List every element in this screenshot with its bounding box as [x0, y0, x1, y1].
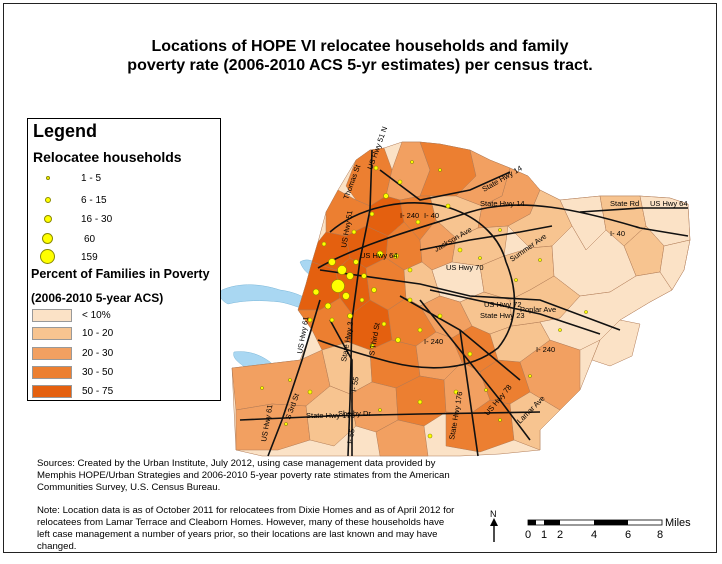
north-label: N [490, 509, 497, 519]
road-us78 [419, 299, 531, 441]
legend-household-label: 159 [81, 252, 98, 263]
note-text: Note: Location data is as of October 201… [37, 505, 455, 552]
road-i240-loop [317, 261, 516, 369]
scale-tick-label: 6 [625, 529, 632, 541]
map-frame [3, 3, 717, 553]
road-hwy175 [239, 411, 541, 421]
road-label: I- 240 [536, 345, 555, 354]
road-stagerd [579, 207, 688, 213]
road-network [239, 149, 689, 457]
road-label: US Hwy 70 [446, 263, 484, 272]
household-dot-icon [40, 249, 55, 264]
road-label: State Hwy 23 [480, 311, 525, 320]
tract-east-6 [659, 239, 691, 291]
household-dot-icon [44, 215, 52, 223]
household-dot-icon [45, 197, 51, 203]
road-us61 [267, 299, 321, 457]
scale-tick-label: 1 [541, 529, 548, 541]
poverty-swatch [32, 327, 72, 340]
legend-household-row: 1 - 5 [28, 171, 218, 187]
legend-households-title: Relocatee households [33, 149, 182, 165]
road-us64 [319, 269, 621, 331]
scale-unit-label: Miles [665, 517, 691, 529]
road-label: I- 240 [400, 211, 419, 220]
household-dots [260, 160, 588, 439]
scale-tick-label: 4 [591, 529, 598, 541]
legend-poverty-row: 10 - 20 [32, 327, 217, 342]
road-i240-north [329, 202, 507, 263]
legend-poverty-label: 10 - 20 [82, 328, 114, 339]
sources-text: Sources: Created by the Urban Institute,… [37, 458, 450, 493]
tract-east-11 [591, 319, 641, 367]
scale-tick-label: 2 [557, 529, 564, 541]
scale-tick-label: 0 [525, 529, 532, 541]
poverty-swatch [32, 347, 72, 360]
road-label: State Rd [610, 199, 639, 208]
legend-poverty-subtitle: (2006-2010 5-year ACS) [31, 291, 164, 305]
road-us51 [347, 149, 373, 457]
legend-poverty-row: 20 - 30 [32, 347, 217, 362]
legend-poverty-row: 30 - 50 [32, 366, 217, 381]
scale-bar [527, 519, 663, 526]
legend-title: Legend [33, 121, 98, 141]
road-label: US Hwy 64 [650, 199, 688, 208]
legend-household-label: 1 - 5 [81, 173, 102, 184]
legend-poverty-row: 50 - 75 [32, 385, 217, 400]
legend-household-label: 6 - 15 [81, 195, 107, 206]
map-title-line1: Locations of HOPE VI relocatee household… [151, 38, 569, 55]
map-legend: Legend Relocatee households 1 - 5 6 - 15… [27, 118, 221, 401]
household-dot-icon [42, 233, 53, 244]
legend-poverty-row: < 10% [32, 309, 217, 324]
sources-notes: Sources: Created by the Urban Institute,… [37, 458, 457, 564]
road-lamar [399, 295, 521, 381]
north-arrow-icon [490, 518, 498, 542]
road-label: I- 240 [424, 337, 443, 346]
road-label: Shelby Dr [338, 409, 371, 418]
map-title-line2: poverty rate (2006-2010 ACS 5-yr estimat… [127, 57, 593, 74]
road-label: State Hwy 175 [306, 411, 355, 420]
road-i40 [317, 204, 689, 269]
legend-poverty-label: 50 - 75 [82, 386, 114, 397]
road-label: US Hwy 72 [484, 300, 522, 309]
legend-household-row: 6 - 15 [28, 193, 218, 209]
road-label: State Hwy 14 [480, 199, 525, 208]
road-label: I- 55 [345, 428, 356, 444]
legend-poverty-label: < 10% [82, 310, 111, 321]
road-hwy14 [379, 169, 511, 201]
road-hwy176 [459, 329, 479, 457]
legend-household-label: 60 [84, 234, 96, 245]
legend-poverty-label: 20 - 30 [82, 348, 114, 359]
scale-tick-label: 8 [657, 529, 664, 541]
road-summer [419, 225, 553, 251]
tract-south-17 [375, 419, 429, 457]
legend-poverty-label: 30 - 50 [82, 367, 114, 378]
poverty-swatch [32, 309, 72, 322]
legend-household-row: 159 [28, 249, 218, 266]
road-label: US Hwy 64 [360, 251, 398, 260]
legend-household-row: 16 - 30 [28, 212, 218, 228]
road-label: I- 40 [610, 229, 625, 238]
road-i55 [329, 319, 353, 456]
road-us72 [429, 289, 601, 335]
legend-poverty-title: Percent of Families in Poverty [31, 267, 210, 281]
legend-household-label: 16 - 30 [81, 214, 113, 225]
legend-household-row: 60 [28, 232, 218, 248]
poverty-swatch [32, 385, 72, 398]
road-label: Poplar Ave [520, 305, 556, 314]
poverty-swatch [32, 366, 72, 379]
road-label: I- 40 [424, 211, 439, 220]
household-dot-icon [46, 176, 50, 180]
road-label: I- 55 [349, 376, 360, 392]
